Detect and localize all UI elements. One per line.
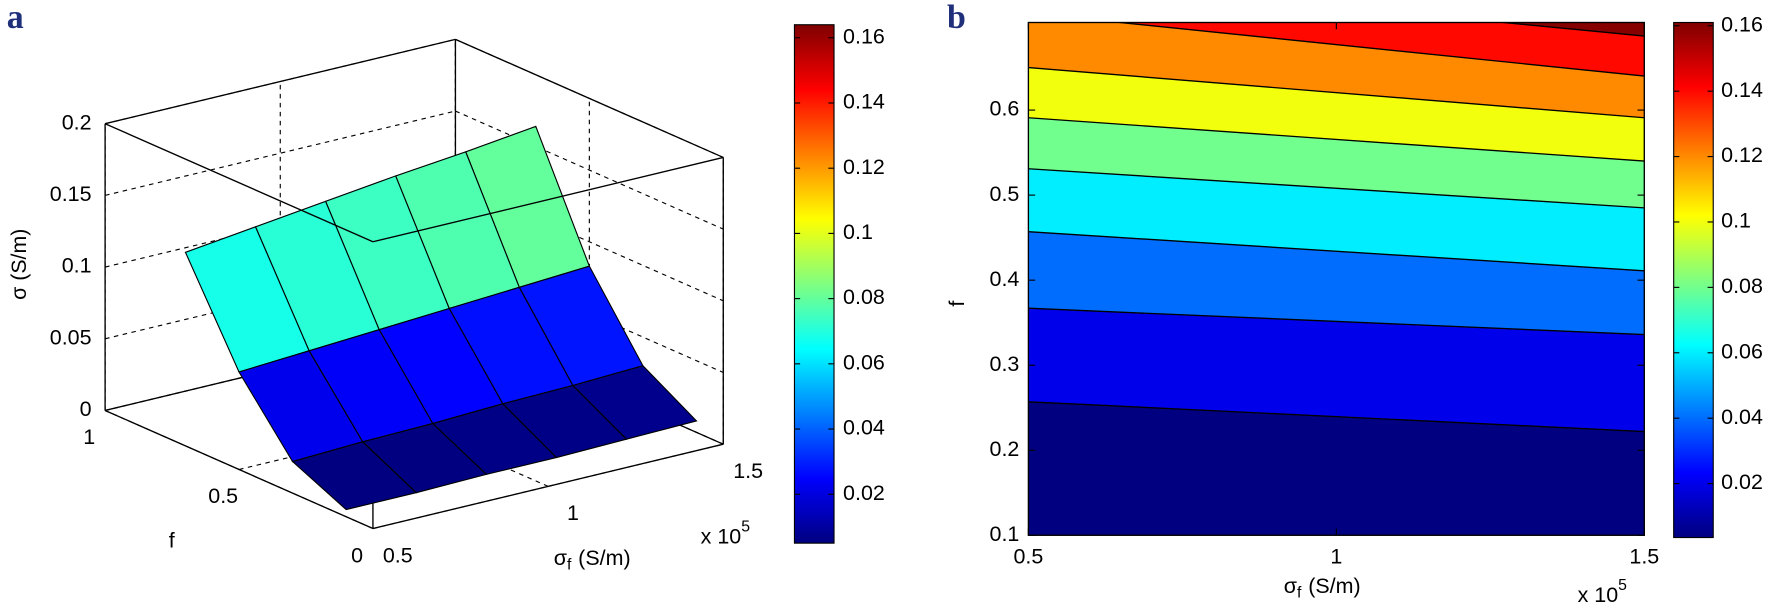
- z-tick-label: 0.2: [62, 110, 92, 134]
- label-symbol: σ: [554, 546, 567, 570]
- z-tick-label: 0.15: [50, 182, 92, 206]
- axis-box-edge: [104, 38, 456, 125]
- colorbar-tick-label: 0.12: [843, 155, 885, 179]
- colorbar: [793, 24, 835, 544]
- y-tick-label: 0.3: [990, 352, 1020, 376]
- colorbar-tick-label: 0.04: [1721, 405, 1763, 429]
- colorbar-tick-label: 0.06: [843, 351, 885, 375]
- x-axis-label: σf (S/m): [1284, 574, 1361, 602]
- axis-box-edge: [104, 409, 374, 530]
- colorbar-tick-label: 0.1: [843, 220, 873, 244]
- y-axis-label: f: [945, 301, 969, 307]
- grid-line: [455, 110, 724, 230]
- colorbar-tick-label: 0.02: [843, 481, 885, 505]
- colorbar-tick-label: 0.02: [1721, 470, 1763, 494]
- contour-line: [1028, 401, 1645, 433]
- exponent-power: 5: [741, 519, 750, 536]
- y-axis-label: f: [169, 529, 175, 553]
- colorbar: [1673, 21, 1714, 539]
- colorbar-tick-label: 0.14: [843, 90, 885, 114]
- label-unit: (S/m): [578, 546, 630, 570]
- y-tick-label: 0: [351, 543, 363, 567]
- exponent-base: x 10: [701, 524, 742, 548]
- exponent-power: 5: [1618, 577, 1627, 594]
- grid-line: [104, 110, 456, 196]
- x-tick-label: 1: [1330, 544, 1342, 568]
- z-axis-label: σ (S/m): [7, 229, 31, 300]
- contour-area: [1028, 22, 1645, 536]
- axis-exponent: x 105: [1578, 577, 1628, 607]
- contour-line: [1028, 307, 1645, 336]
- axis-box-edge: [104, 123, 374, 243]
- label-subscript: f: [1297, 585, 1302, 602]
- colorbar-tick-label: 0.06: [1721, 339, 1763, 363]
- x-tick-label: 1: [567, 501, 579, 525]
- y-tick-label: 0.5: [990, 182, 1020, 206]
- x-tick-label: 1.5: [1629, 544, 1659, 568]
- colorbar-tick-label: 0.16: [843, 24, 885, 48]
- y-tick-label: 0.5: [208, 484, 238, 508]
- contour-line: [1028, 168, 1645, 209]
- label-unit: (S/m): [1308, 574, 1360, 598]
- panel-label: b: [947, 0, 966, 36]
- contour-line: [1028, 117, 1645, 162]
- y-tick-label: 0.4: [990, 267, 1020, 291]
- panel-label: a: [7, 0, 24, 36]
- axis-box-edge: [372, 443, 724, 530]
- colorbar-tick-label: 0.16: [1721, 12, 1763, 36]
- x-tick-label: 0.5: [1013, 544, 1043, 568]
- contour-line: [1496, 22, 1645, 37]
- colorbar-tick-label: 0.04: [843, 416, 885, 440]
- z-tick-label: 0: [80, 397, 92, 421]
- colorbar-tick-label: 0.12: [1721, 143, 1763, 167]
- surface-face: [291, 441, 418, 511]
- colorbar-tick-label: 0.1: [1721, 209, 1751, 233]
- axis-exponent: x 105: [701, 519, 751, 549]
- x-tick-label: 0.5: [383, 543, 413, 567]
- colorbar-tick-label: 0.08: [1721, 274, 1763, 298]
- y-tick-label: 1: [83, 425, 95, 449]
- contour-line: [1113, 22, 1645, 77]
- axis-box-edge: [455, 38, 724, 159]
- contour-line: [1028, 231, 1645, 272]
- colorbar-tick-label: 0.14: [1721, 78, 1763, 102]
- label-symbol: σ: [1284, 574, 1297, 598]
- label-subscript: f: [567, 557, 572, 574]
- z-tick-label: 0.05: [50, 325, 92, 349]
- y-tick-label: 0.2: [990, 437, 1020, 461]
- exponent-base: x 10: [1578, 583, 1619, 607]
- z-tick-label: 0.1: [62, 254, 92, 278]
- axis-box-edge: [372, 156, 724, 243]
- x-axis-label: σf (S/m): [554, 546, 631, 574]
- contour-line: [1028, 66, 1645, 119]
- x-tick-label: 1.5: [733, 459, 763, 483]
- y-tick-label: 0.6: [990, 97, 1020, 121]
- y-tick-label: 0.1: [990, 522, 1020, 546]
- colorbar-tick-label: 0.08: [843, 285, 885, 309]
